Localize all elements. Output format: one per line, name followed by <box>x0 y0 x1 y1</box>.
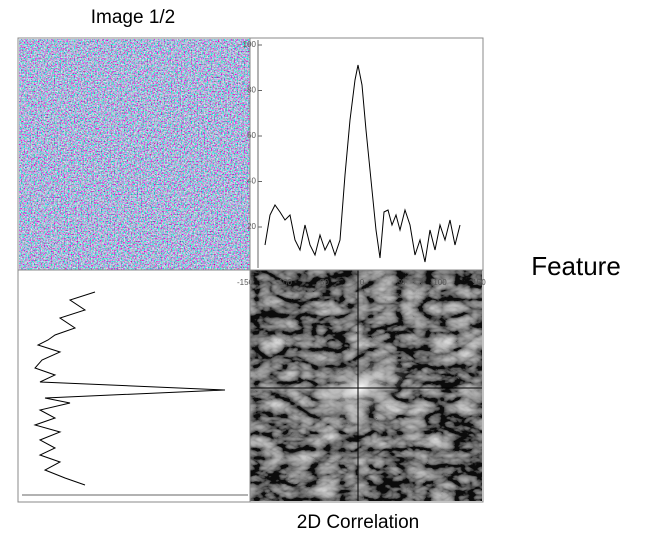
image-patch <box>19 39 250 270</box>
x-tick-label: 100 <box>433 278 447 287</box>
x-tick-label: 50 <box>397 278 406 287</box>
feature-label: Feature <box>531 251 621 281</box>
y-tick-label: 40 <box>247 177 256 186</box>
y-tick-label: 20 <box>247 222 256 231</box>
x-tick-label: 150 <box>472 278 486 287</box>
vertical-profile-plot <box>19 270 250 501</box>
horizontal-profile <box>264 64 461 263</box>
profile-plot <box>250 39 482 270</box>
correlation-caption: 2D Correlation <box>297 512 420 533</box>
x-tick-label: -100 <box>276 278 293 287</box>
x-tick-label: -50 <box>317 278 329 287</box>
vertical-profile <box>33 291 226 486</box>
x-tick-label: -150 <box>237 278 254 287</box>
x-tick-label: 0 <box>360 278 365 287</box>
y-tick-label: 80 <box>247 86 256 95</box>
xtick-group: -150 -100 -50 0 50 100 150 <box>237 278 486 287</box>
image-title: Image 1/2 <box>91 7 176 28</box>
y-tick-label: 60 <box>247 131 256 140</box>
